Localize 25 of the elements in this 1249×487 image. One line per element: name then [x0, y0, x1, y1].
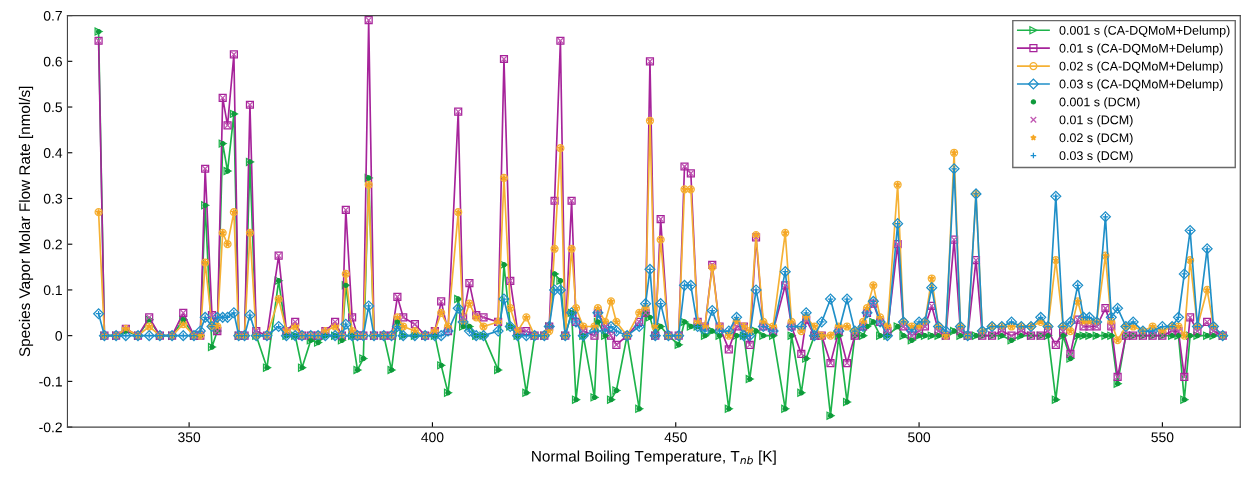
y-tick-label: 0.6 — [43, 56, 62, 67]
legend-label: 0.03 s (CA-DQMoM+Delump) — [1059, 79, 1223, 91]
legend-label: 0.001 s (CA-DQMoM+Delump) — [1059, 25, 1230, 38]
y-tick-label: 0.4 — [43, 148, 63, 158]
y-axis-title: Species Vapor Molar Flow Rate [nmol/s] — [18, 86, 34, 357]
x-axis-title: Normal Boiling Temperature, T$_{nb}$ [K] — [532, 450, 776, 465]
y-tick-label: -0.1 — [39, 376, 62, 387]
y-tick-label: 0 — [55, 330, 63, 341]
y-tick-label: 0.5 — [43, 102, 62, 113]
y-tick-label: 0.3 — [43, 193, 62, 204]
y-tick-label: 0.1 — [43, 285, 62, 296]
y-tick-label: 0.7 — [43, 10, 62, 21]
x-tick-label: 500 — [908, 432, 931, 443]
legend-label: 0.01 s (DCM) — [1059, 115, 1133, 127]
x-tick-label: 550 — [1151, 432, 1174, 443]
x-tick-label: 400 — [421, 432, 444, 443]
x-tick-label: 450 — [664, 432, 687, 443]
x-tick-label: 350 — [178, 432, 201, 443]
legend-label: 0.001 s (DCM) — [1059, 97, 1140, 109]
legend-label: 0.03 s (DCM) — [1059, 150, 1133, 163]
legend-label: 0.01 s (CA-DQMoM+Delump) — [1059, 43, 1223, 56]
y-tick-label: 0.2 — [43, 239, 62, 250]
y-tick-label: -0.2 — [39, 422, 62, 433]
legend-label: 0.02 s (DCM) — [1059, 133, 1133, 145]
legend-label: 0.02 s (CA-DQMoM+Delump) — [1059, 61, 1223, 74]
